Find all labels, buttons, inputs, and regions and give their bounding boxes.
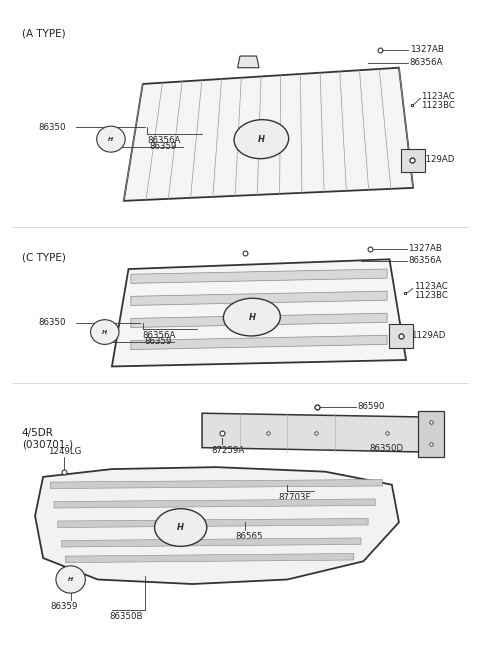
- Text: H: H: [108, 137, 114, 141]
- Polygon shape: [389, 324, 413, 348]
- Ellipse shape: [223, 298, 280, 336]
- Text: (A TYPE): (A TYPE): [22, 29, 65, 39]
- Polygon shape: [238, 56, 259, 67]
- Text: 86359: 86359: [50, 601, 78, 610]
- Polygon shape: [418, 411, 444, 457]
- Polygon shape: [112, 259, 406, 366]
- Text: H: H: [248, 312, 255, 322]
- Polygon shape: [401, 149, 425, 172]
- Text: 1123AC: 1123AC: [421, 92, 455, 101]
- Polygon shape: [65, 553, 354, 563]
- Polygon shape: [61, 538, 361, 547]
- Polygon shape: [58, 519, 368, 527]
- Text: 86356A: 86356A: [147, 136, 181, 145]
- Text: H: H: [258, 135, 265, 143]
- Text: 1327AB: 1327AB: [410, 45, 444, 54]
- Text: 87703F: 87703F: [278, 493, 311, 502]
- Text: 1129AD: 1129AD: [420, 155, 455, 164]
- Text: 86350: 86350: [38, 123, 66, 132]
- Text: 86359: 86359: [144, 337, 171, 346]
- Polygon shape: [35, 467, 399, 584]
- Text: H: H: [68, 577, 73, 582]
- Text: 4/5DR
(030701-): 4/5DR (030701-): [22, 428, 73, 450]
- Text: —: —: [76, 127, 78, 128]
- Text: (C TYPE): (C TYPE): [22, 253, 66, 263]
- Text: 86590: 86590: [358, 402, 385, 411]
- Text: 86565: 86565: [235, 532, 263, 541]
- Text: 86356A: 86356A: [410, 58, 443, 67]
- Text: 1129AD: 1129AD: [411, 331, 445, 341]
- Text: 86350B: 86350B: [109, 612, 143, 621]
- Ellipse shape: [234, 120, 288, 159]
- Polygon shape: [54, 499, 375, 508]
- Text: H: H: [177, 523, 184, 532]
- Polygon shape: [131, 313, 387, 328]
- Text: 86359: 86359: [150, 142, 177, 151]
- Polygon shape: [50, 479, 383, 489]
- Text: 1123BC: 1123BC: [414, 291, 448, 300]
- Ellipse shape: [96, 126, 125, 152]
- Text: 86356A: 86356A: [143, 331, 176, 340]
- Text: 1249LG: 1249LG: [48, 447, 81, 456]
- Text: 86356A: 86356A: [408, 256, 442, 265]
- Ellipse shape: [155, 509, 207, 546]
- Polygon shape: [202, 413, 432, 452]
- Text: H: H: [102, 329, 108, 335]
- Text: 86350D: 86350D: [369, 444, 403, 453]
- Text: 1123AC: 1123AC: [414, 282, 448, 291]
- Polygon shape: [131, 335, 387, 350]
- Text: 1327AB: 1327AB: [408, 244, 442, 253]
- Polygon shape: [131, 269, 387, 284]
- Polygon shape: [131, 291, 387, 305]
- Ellipse shape: [91, 320, 119, 345]
- Text: 86350: 86350: [38, 318, 66, 328]
- Polygon shape: [124, 67, 413, 201]
- Ellipse shape: [56, 566, 85, 593]
- Text: 1123BC: 1123BC: [421, 101, 455, 110]
- Text: 87259A: 87259A: [212, 445, 245, 455]
